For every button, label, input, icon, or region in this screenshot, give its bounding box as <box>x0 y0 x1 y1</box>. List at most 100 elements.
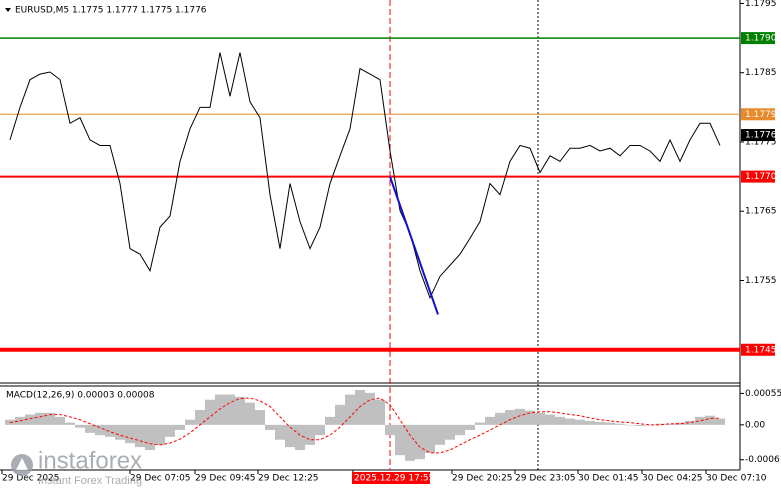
x-tick-label: 29 Dec 20:25 <box>452 474 513 484</box>
macd-histogram-bar <box>155 424 165 445</box>
macd-histogram-bar <box>175 424 185 430</box>
macd-histogram-bar <box>145 424 155 450</box>
price-level-label: 1.1745 <box>745 345 777 355</box>
logo-icon-mark <box>16 458 28 470</box>
macd-histogram-bar <box>605 422 615 425</box>
x-tick-label: 2025.12.29 17:55 <box>354 474 434 484</box>
chart-title: EURUSD,M5 1.1775 1.1777 1.1775 1.1776 <box>15 6 207 16</box>
macd-histogram-bar <box>435 424 445 445</box>
price-level-label: 1.1770 <box>745 172 777 182</box>
x-tick-label: 30 Dec 01:45 <box>578 474 639 484</box>
macd-histogram-bar <box>215 394 225 425</box>
macd-histogram-bar <box>45 412 55 425</box>
title-arrow <box>5 8 11 12</box>
macd-histogram-bar <box>565 418 575 425</box>
macd-histogram-bar <box>395 424 405 456</box>
macd-histogram-bar <box>375 399 385 425</box>
price-level-tag <box>741 108 775 121</box>
macd-histogram-bar <box>615 423 625 425</box>
macd-histogram-bar <box>365 392 375 425</box>
macd-histogram-bar <box>585 420 595 425</box>
macd-histogram-bar <box>535 412 545 425</box>
price-level-label: 1.1790 <box>745 34 777 44</box>
macd-histogram-bar <box>185 419 195 425</box>
macd-histogram-bar <box>315 424 325 436</box>
macd-histogram-bar <box>675 422 685 425</box>
macd-histogram-bar <box>165 424 175 437</box>
current-price-label: 1.1776 <box>745 131 777 141</box>
macd-histogram-bar <box>265 424 275 430</box>
price-line <box>9 52 721 300</box>
macd-histogram-bar <box>205 399 215 425</box>
macd-histogram-bar <box>465 424 475 430</box>
price-level-label: 1.1779 <box>745 110 777 120</box>
watermark-tagline: Instant Forex Trading <box>38 475 142 487</box>
macd-histogram-bar <box>95 424 105 436</box>
macd-signal-line <box>9 397 721 454</box>
macd-histogram-bar <box>35 412 45 425</box>
macd-label: MACD(12,26,9) 0.00003 0.00008 <box>6 391 155 401</box>
macd-histogram-bar <box>325 416 335 425</box>
macd-histogram-bar <box>285 424 295 448</box>
macd-histogram-bar <box>345 394 355 425</box>
macd-histogram-bar <box>405 424 415 461</box>
macd-histogram-bar <box>575 419 585 425</box>
macd-histogram-bar <box>295 424 305 450</box>
macd-histogram-bar <box>245 402 255 425</box>
current-price-tag <box>741 129 775 142</box>
x-tick-label: 29 Dec 09:45 <box>195 474 256 484</box>
macd-histogram-bar <box>485 416 495 425</box>
x-label-highlight <box>352 472 430 484</box>
macd-histogram-bar <box>415 424 425 460</box>
macd-histogram-bar <box>505 410 515 425</box>
y-tick-label: 1.1755 <box>745 276 777 286</box>
macd-histogram-bar <box>445 424 455 440</box>
macd-histogram-bar <box>75 424 85 428</box>
macd-histogram-bar <box>275 424 285 440</box>
macd-histogram-bar <box>515 408 525 425</box>
macd-histogram-bar <box>705 415 715 425</box>
macd-histogram-bar <box>545 414 555 425</box>
macd-histogram-bar <box>225 394 235 425</box>
macd-histogram-bar <box>25 414 35 425</box>
x-tick-label: 30 Dec 07:10 <box>706 474 767 484</box>
macd-histogram-bar <box>105 424 115 437</box>
price-level-tag <box>741 32 775 45</box>
macd-y-tick-label: 0.00 <box>745 420 765 430</box>
macd-histogram-bar <box>655 423 665 425</box>
macd-histogram-bar <box>305 424 315 445</box>
y-tick-label: 1.1785 <box>745 68 777 78</box>
macd-histogram-bar <box>235 396 245 425</box>
macd-histogram-bar <box>115 424 125 440</box>
x-tick-label: 29 Dec 23:05 <box>515 474 576 484</box>
macd-y-tick-label: 0.00055 <box>745 389 781 399</box>
macd-histogram-bar <box>455 424 465 436</box>
macd-histogram-bar <box>595 422 605 425</box>
macd-histogram-bar <box>475 422 485 425</box>
macd-histogram-bar <box>495 412 505 425</box>
macd-histogram-bar <box>625 424 635 426</box>
x-tick-label: 29 Dec 2025 <box>2 474 60 484</box>
macd-histogram-bar <box>665 423 675 425</box>
x-tick-label: 30 Dec 04:25 <box>642 474 703 484</box>
macd-histogram-bar <box>645 424 655 426</box>
macd-histogram-bar <box>525 410 535 425</box>
macd-histogram-bar <box>715 418 725 425</box>
y-tick-label: 1.1775 <box>745 137 777 147</box>
macd-histogram-bar <box>85 424 95 433</box>
price-level-tag <box>741 343 775 356</box>
macd-histogram-bar <box>195 410 205 425</box>
x-tick-label: 29 Dec 12:25 <box>258 474 319 484</box>
watermark-brand: instaforex <box>38 447 142 474</box>
x-tick-label: 29 Dec 07:05 <box>130 474 191 484</box>
macd-histogram-bar <box>65 422 75 425</box>
trend-line <box>389 176 439 315</box>
macd-histogram-bar <box>55 416 65 425</box>
macd-histogram-bar <box>355 390 365 425</box>
macd-histogram-bar <box>695 416 705 425</box>
y-tick-label: 1.1795 <box>745 0 777 9</box>
macd-histogram-bar <box>425 424 435 453</box>
